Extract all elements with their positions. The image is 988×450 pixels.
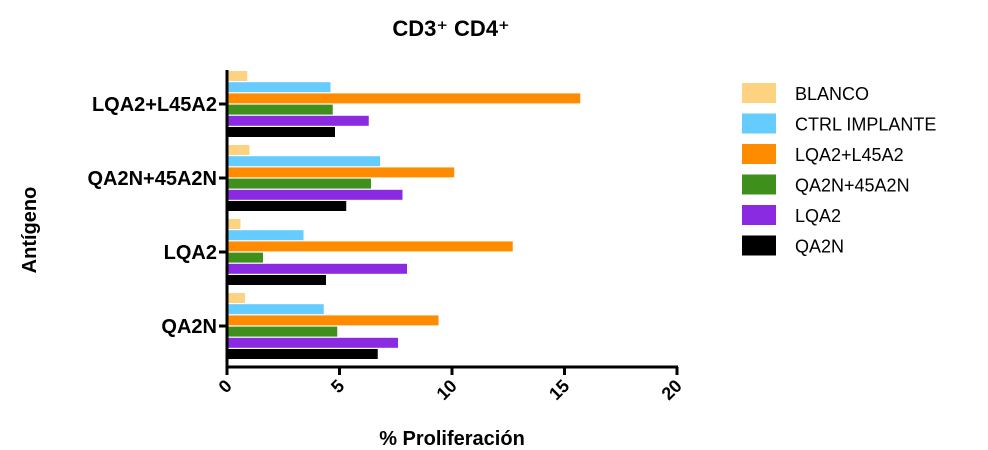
bar-lqa2-qa2n-45a2n [228, 252, 263, 263]
y-axis-label: Antígeno [19, 187, 41, 274]
bar-qa2n-lqa2-l45a2 [228, 315, 439, 326]
x-tick-label: 0 [215, 376, 236, 397]
legend-label: QA2N+45A2N [795, 176, 910, 196]
bar-qa2n-45a2n-qa2n-45a2n [228, 178, 371, 189]
bar-lqa2-l45a2-lqa2-l45a2 [228, 93, 581, 104]
bar-lqa2-l45a2-qa2n-45a2n [228, 104, 333, 115]
bar-lqa2-l45a2-blanco [228, 71, 248, 81]
x-tick-label: 15 [545, 376, 573, 404]
bar-lqa2-l45a2-qa2n [228, 127, 335, 137]
legend-swatch [742, 235, 776, 256]
chart-title: CD3⁺ CD4⁺ [392, 16, 509, 41]
x-axis-label: % Proliferación [379, 428, 525, 450]
bar-qa2n-45a2n-lqa2-l45a2 [228, 167, 455, 178]
legend-swatch [742, 83, 776, 103]
bar-qa2n-lqa2 [228, 337, 398, 348]
bar-qa2n-45a2n-ctrl-implante [228, 156, 380, 167]
bar-lqa2-lqa2 [228, 263, 407, 274]
bar-qa2n-blanco [228, 293, 245, 303]
bar-qa2n-45a2n-qa2n [228, 201, 347, 211]
x-tick-label: 20 [658, 376, 686, 404]
y-tick-label: QA2N+45A2N [87, 168, 217, 190]
y-tick-label: LQA2+L45A2 [92, 94, 217, 116]
bar-lqa2-l45a2-ctrl-implante [228, 82, 331, 93]
legend-label: CTRL IMPLANTE [795, 115, 936, 135]
legend-label: LQA2 [795, 206, 841, 226]
legend-swatch [742, 113, 776, 134]
bar-lqa2-blanco [228, 219, 241, 229]
x-tick-label: 10 [433, 376, 461, 404]
bar-qa2n-qa2n-45a2n [228, 326, 338, 337]
y-tick-label: LQA2 [164, 242, 217, 264]
bar-lqa2-qa2n [228, 275, 326, 285]
bars-group [228, 71, 581, 359]
bar-lqa2-l45a2-lqa2 [228, 115, 369, 126]
legend: BLANCO CTRL IMPLANTE LQA2+L45A2 QA2N+45A2N L… [742, 83, 936, 257]
bar-qa2n-45a2n-lqa2 [228, 189, 403, 200]
bar-qa2n-45a2n-blanco [228, 145, 250, 155]
legend-swatch [742, 144, 776, 164]
legend-label: BLANCO [795, 84, 869, 104]
legend-swatch [742, 174, 776, 195]
legend-label: LQA2+L45A2 [795, 145, 904, 165]
x-tick-label: 5 [327, 376, 348, 397]
legend-label: QA2N [795, 237, 844, 257]
bar-lqa2-ctrl-implante [228, 230, 304, 241]
bar-qa2n-qa2n [228, 349, 378, 359]
bar-qa2n-ctrl-implante [228, 304, 324, 315]
bar-lqa2-lqa2-l45a2 [228, 241, 513, 252]
axes-group: LQA2+L45A2 QA2N+45A2N LQA2 QA2N 0 5 10 15 20 [87, 70, 686, 404]
y-tick-label: QA2N [161, 316, 217, 338]
legend-swatch [742, 205, 776, 225]
